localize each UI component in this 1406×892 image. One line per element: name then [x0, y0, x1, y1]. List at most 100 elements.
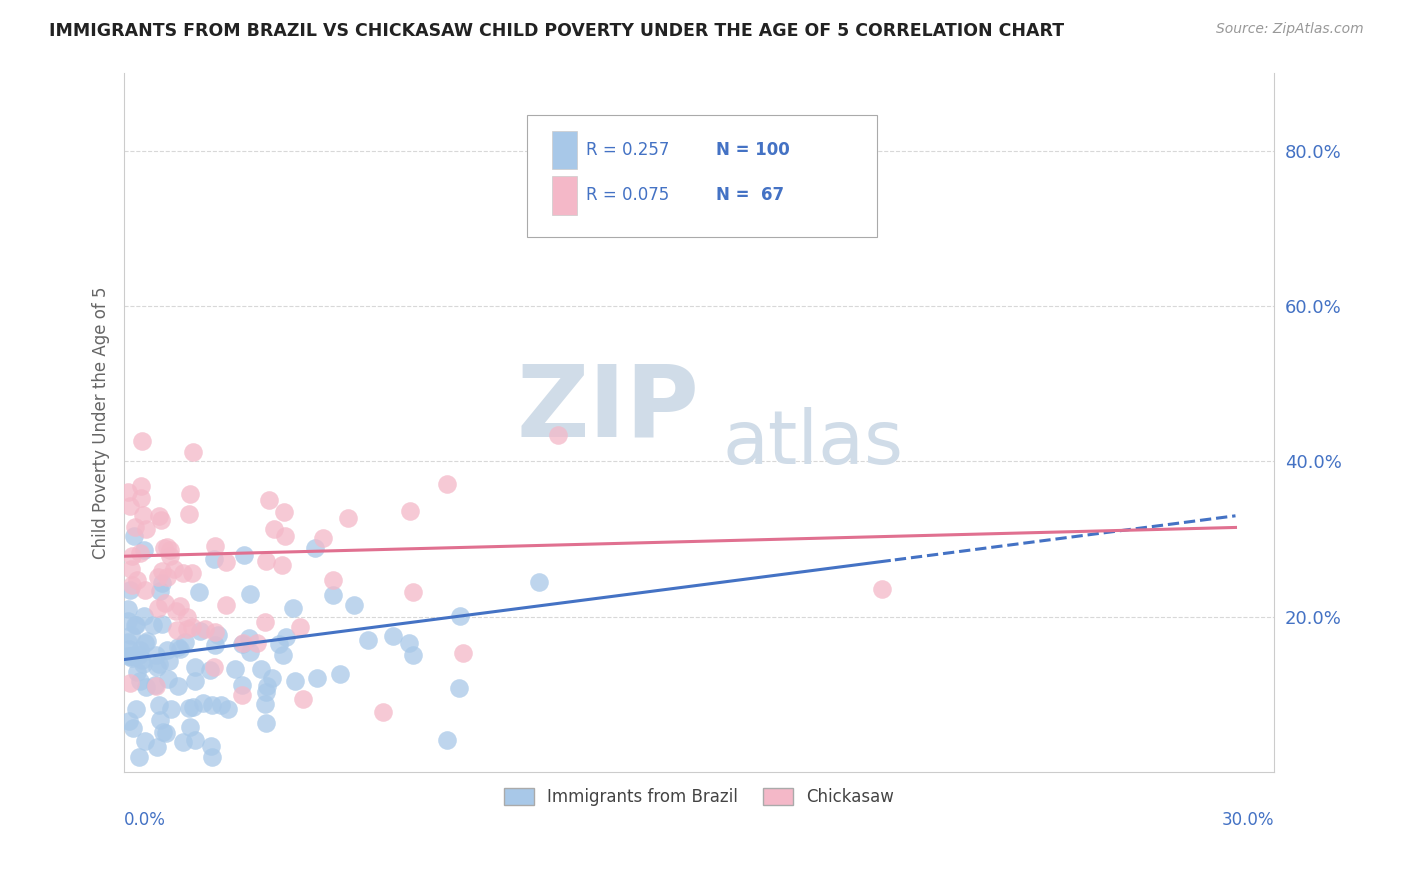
Point [343, 598, 366, 612]
Point [254, 715, 277, 730]
FancyBboxPatch shape [527, 115, 877, 237]
Point [129, 546, 152, 560]
Point [273, 505, 295, 519]
Point [191, 697, 214, 711]
Point [122, 721, 145, 735]
Point [253, 615, 276, 629]
Point [238, 587, 260, 601]
Point [153, 596, 176, 610]
Point [152, 724, 174, 739]
Legend: Immigrants from Brazil, Chickasaw: Immigrants from Brazil, Chickasaw [498, 781, 901, 813]
Point [129, 674, 152, 689]
Point [451, 646, 474, 660]
Point [135, 681, 157, 695]
Point [167, 680, 190, 694]
Point [184, 660, 207, 674]
Bar [553, 176, 576, 215]
Point [159, 549, 181, 563]
Point [127, 573, 149, 587]
Point [143, 678, 166, 692]
Text: 0.0%: 0.0% [124, 811, 166, 829]
Point [436, 732, 458, 747]
Point [148, 698, 170, 713]
Point [357, 633, 380, 648]
Point [201, 749, 224, 764]
Point [131, 491, 153, 505]
Point [117, 601, 139, 615]
Point [283, 601, 305, 615]
Point [304, 541, 326, 556]
Point [117, 484, 139, 499]
Text: atlas: atlas [723, 407, 903, 480]
Point [159, 543, 181, 558]
Point [156, 643, 179, 657]
Point [436, 477, 458, 491]
Point [215, 598, 238, 612]
Point [312, 531, 335, 545]
Point [121, 650, 143, 665]
Point [204, 638, 226, 652]
Point [449, 608, 471, 623]
Point [183, 700, 205, 714]
Point [246, 636, 269, 650]
Point [284, 673, 307, 688]
Point [274, 630, 297, 644]
Point [183, 732, 205, 747]
Point [142, 618, 165, 632]
Text: ZIP: ZIP [516, 360, 699, 457]
Point [181, 566, 204, 580]
Point [202, 660, 225, 674]
Point [149, 513, 172, 527]
Point [150, 575, 173, 590]
Point [179, 487, 201, 501]
Point [547, 428, 569, 442]
Point [129, 643, 152, 657]
Point [128, 749, 150, 764]
Point [529, 575, 551, 590]
Point [381, 629, 404, 643]
Point [176, 622, 198, 636]
Point [329, 667, 352, 681]
Point [155, 726, 177, 740]
Point [134, 636, 156, 650]
Point [132, 542, 155, 557]
Point [148, 657, 170, 671]
Point [217, 702, 239, 716]
Point [134, 582, 156, 597]
Point [132, 657, 155, 671]
Point [232, 548, 254, 562]
Point [274, 528, 297, 542]
Point [149, 713, 172, 727]
Point [169, 641, 191, 656]
Y-axis label: Child Poverty Under the Age of 5: Child Poverty Under the Age of 5 [93, 286, 110, 558]
Point [150, 564, 173, 578]
Point [121, 649, 143, 664]
Point [118, 641, 141, 656]
Point [231, 637, 253, 651]
Point [166, 623, 188, 637]
Point [398, 636, 420, 650]
Point [135, 523, 157, 537]
Point [166, 640, 188, 654]
Point [132, 609, 155, 624]
Text: 30.0%: 30.0% [1222, 811, 1274, 829]
Point [322, 589, 344, 603]
Point [174, 635, 197, 649]
Point [288, 620, 311, 634]
Point [401, 648, 423, 663]
Point [179, 720, 201, 734]
Point [131, 653, 153, 667]
Point [149, 583, 172, 598]
Point [121, 549, 143, 563]
Point [291, 692, 314, 706]
Point [120, 649, 142, 664]
Point [224, 662, 246, 676]
Point [188, 584, 211, 599]
Point [120, 562, 142, 576]
Point [179, 701, 201, 715]
Text: N =  67: N = 67 [716, 186, 785, 204]
Point [120, 628, 142, 642]
Point [201, 698, 224, 713]
Point [202, 551, 225, 566]
Point [172, 566, 194, 581]
